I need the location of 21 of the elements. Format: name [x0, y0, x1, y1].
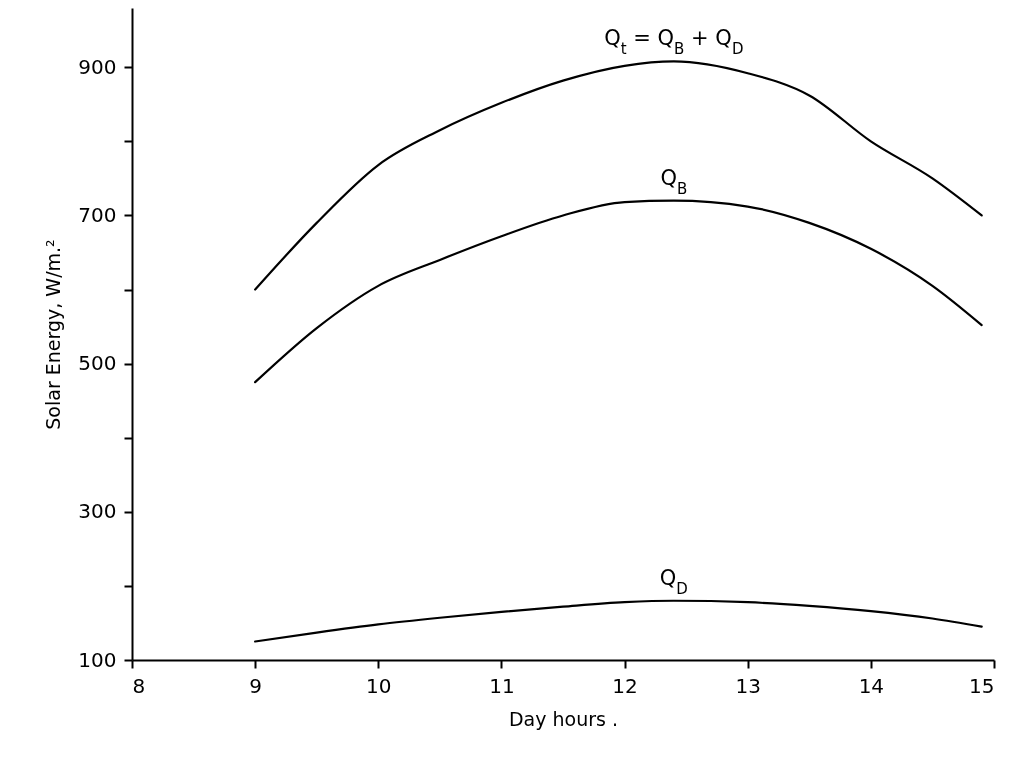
x-tick-label: 14: [858, 673, 885, 698]
x-tick-label: 13: [735, 673, 761, 698]
series-label: Q$_{t}$ = Q$_{B}$ + Q$_{D}$: [604, 26, 744, 59]
y-tick-label: 100: [78, 647, 117, 672]
x-tick-label: 15: [969, 673, 995, 698]
x-axis-title: Day hours .: [508, 707, 619, 730]
series-label: Q$_{D}$: [659, 565, 688, 598]
line-series: [254, 60, 983, 291]
y-tick-label: 300: [78, 499, 117, 524]
y-tick-label: 900: [78, 54, 117, 79]
series-label: Q$_{B}$: [660, 165, 688, 198]
x-tick-label: 12: [612, 673, 638, 698]
y-tick-label: 700: [78, 202, 117, 227]
x-tick-label: 10: [366, 673, 392, 698]
line-series: [254, 599, 983, 643]
x-tick-label: 11: [489, 673, 515, 698]
line-series: [254, 199, 983, 384]
x-tick-label: 8: [132, 673, 146, 698]
y-tick-label: 500: [78, 351, 117, 376]
y-axis-title: Solar Energy, W/m.²: [42, 239, 65, 430]
x-tick-label: 9: [249, 673, 263, 698]
